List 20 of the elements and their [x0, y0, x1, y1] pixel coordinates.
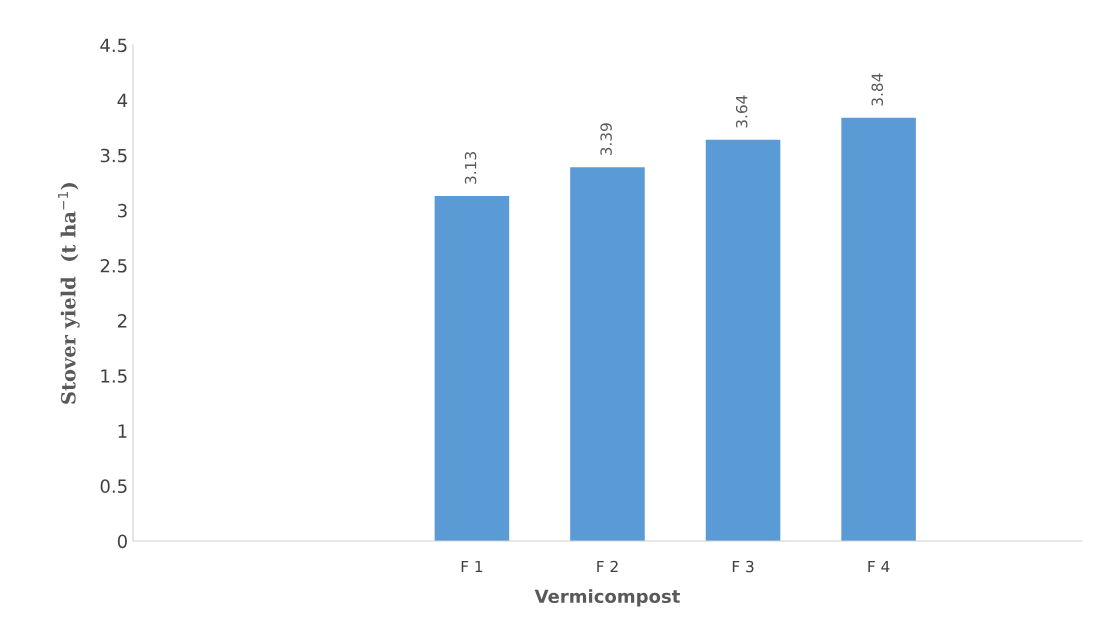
x-tick-label: F 2 [597, 560, 618, 573]
data-label: 3.84 [871, 73, 884, 106]
x-tick-label: F 1 [461, 560, 483, 573]
x-axis-title: Vermicompost [534, 589, 680, 607]
y-tick-label: 4.5 [100, 38, 127, 53]
y-tick-label: 2.5 [100, 258, 127, 273]
data-label: 3.13 [464, 152, 477, 184]
data-label: 3.64 [735, 95, 748, 128]
y-tick-label: 1.5 [101, 369, 127, 383]
y-axis-title: Stover yield (t ha$^{−1}$) [58, 182, 80, 404]
y-tick-label: 3.5 [100, 148, 127, 163]
x-tick-label: F 4 [868, 560, 890, 573]
y-tick-label: 1 [118, 424, 127, 438]
data-label: 3.39 [600, 123, 612, 156]
y-tick-label: 4 [117, 93, 128, 107]
y-tick-label: 2 [117, 314, 127, 328]
y-tick-label: 0.5 [100, 479, 127, 494]
x-tick-label: F 3 [732, 560, 754, 573]
y-tick-label: 0 [117, 534, 127, 549]
y-tick-label: 3 [118, 203, 127, 218]
